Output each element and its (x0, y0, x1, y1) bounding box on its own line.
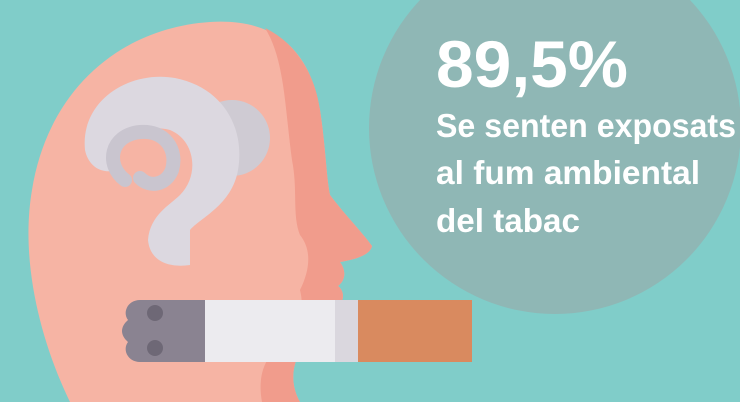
infographic: 89,5% Se senten exposats al fum ambienta… (0, 0, 740, 402)
ash-spot (147, 340, 163, 356)
ash-spot (147, 305, 163, 321)
stat-text: al fum ambiental (436, 154, 700, 191)
stat-text: Se senten exposats (436, 107, 736, 144)
cigarette-ash (122, 300, 205, 362)
stat-text: del tabac (436, 202, 580, 239)
cigarette-filter (358, 300, 472, 362)
stat-figure: 89,5% (436, 27, 628, 101)
cigarette-paper (200, 300, 335, 362)
page: {"stat": {"figure": "89,5%", "lines": ["… (0, 0, 740, 402)
cigarette-band (335, 300, 358, 362)
